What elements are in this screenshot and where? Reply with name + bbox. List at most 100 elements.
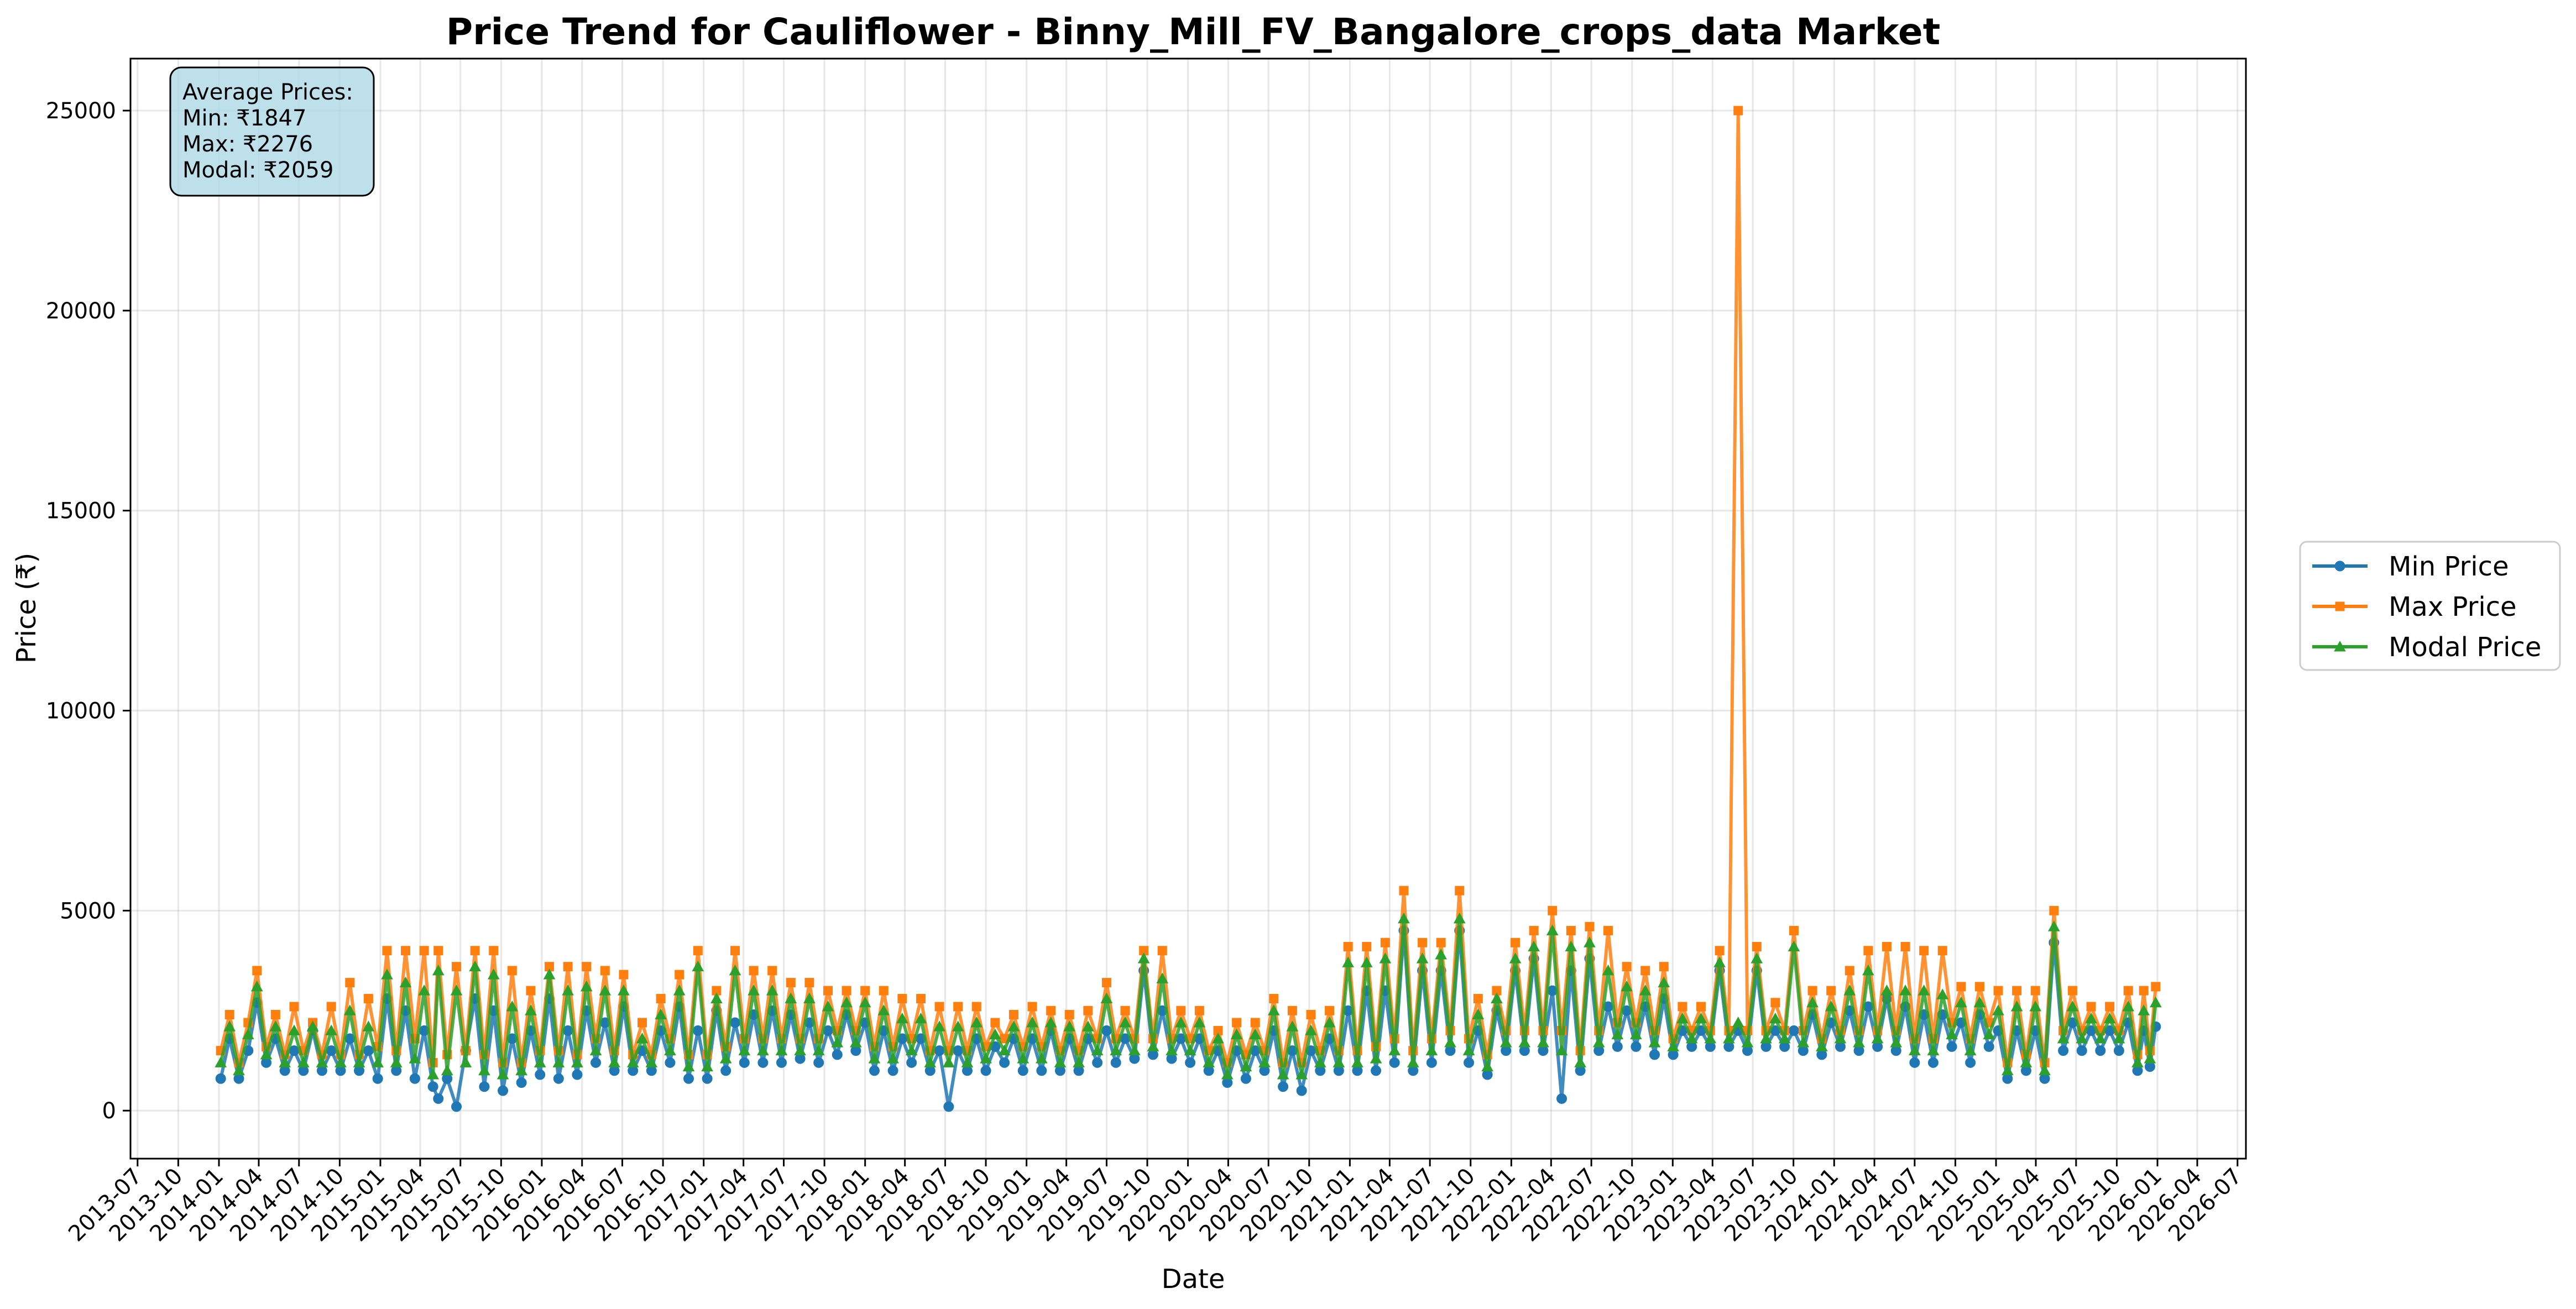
modal-price-point [1212, 1032, 1224, 1044]
min-price-point [832, 1049, 843, 1060]
max-price-point [1511, 938, 1520, 947]
max-price-point [1752, 941, 1762, 951]
max-price-point [1083, 1006, 1093, 1015]
min-price-point [887, 1065, 898, 1076]
legend-marker [2334, 561, 2345, 572]
x-axis-ticks: 2013-072013-102014-012014-042014-072014-… [64, 1159, 2247, 1247]
modal-price-point [1760, 1032, 1772, 1044]
modal-price-point [1574, 1056, 1586, 1067]
modal-price-point [692, 960, 704, 972]
min-price-point [1909, 1057, 1920, 1068]
max-price-point [1696, 1002, 1706, 1012]
max-price-point [1194, 1006, 1204, 1015]
max-price-point [1176, 1006, 1186, 1015]
y-tick-label: 5000 [60, 898, 116, 924]
modal-price-point [562, 985, 574, 996]
modal-price-point [418, 985, 430, 996]
min-price-point [1612, 1041, 1623, 1052]
modal-price-point [2094, 1032, 2107, 1044]
max-price-point [1362, 941, 1372, 951]
modal-price-point [409, 1053, 421, 1064]
min-price-point [1983, 1041, 1994, 1052]
modal-price-point [1026, 1016, 1038, 1028]
min-price-point [1556, 1093, 1567, 1104]
modal-price-point [2066, 1000, 2079, 1012]
modal-price-point [1091, 1044, 1104, 1056]
modal-price-point [673, 985, 686, 996]
modal-price-point [1073, 1056, 1085, 1067]
modal-price-point [998, 1044, 1011, 1056]
modal-price-point [1880, 985, 1893, 996]
modal-price-point [1100, 992, 1113, 1004]
max-price-point [270, 1009, 280, 1019]
min-price-point [702, 1073, 713, 1084]
min-price-point [2058, 1045, 2069, 1056]
modal-price-point [1174, 1016, 1187, 1028]
modal-price-point [2047, 920, 2060, 931]
max-price-point [860, 986, 870, 996]
modal-price-point [1555, 1044, 1568, 1056]
modal-price-point [1537, 1036, 1549, 1048]
y-axis-label: Price (₹) [11, 553, 42, 663]
modal-price-point [450, 985, 463, 996]
modal-price-point [636, 1032, 649, 1044]
max-price-point [2030, 986, 2040, 996]
modal-price-point [1667, 1040, 1679, 1051]
legend-label: Max Price [2389, 591, 2517, 622]
max-price-point [990, 1018, 1000, 1028]
max-price-point [600, 966, 610, 976]
modal-price-point [497, 1069, 509, 1080]
modal-price-point [915, 1012, 927, 1024]
max-price-point [1287, 1006, 1297, 1015]
min-price-point [953, 1045, 964, 1056]
modal-price-point [1166, 1044, 1178, 1056]
modal-price-point [260, 1048, 273, 1060]
modal-price-point [1007, 1020, 1020, 1032]
x-axis-label: Date [1162, 1264, 1225, 1295]
modal-price-point [1267, 1004, 1280, 1015]
legend-item: Max Price [2312, 591, 2517, 622]
modal-price-point [487, 968, 500, 980]
max-price-point [289, 1002, 299, 1012]
modal-price-point [1862, 964, 1874, 976]
modal-price-point [1156, 972, 1169, 983]
min-price-point [553, 1073, 564, 1084]
modal-price-point [1110, 1044, 1122, 1056]
modal-price-point [1491, 992, 1503, 1004]
modal-price-point [1695, 1012, 1707, 1024]
stats-line: Average Prices: [182, 80, 353, 105]
modal-price-point [1054, 1056, 1067, 1067]
max-price-point [823, 986, 833, 996]
min-price-point [2095, 1045, 2106, 1056]
modal-price-point [1351, 1056, 1363, 1067]
max-price-point [1733, 106, 1743, 116]
min-price-point [516, 1077, 527, 1088]
max-price-point [326, 1002, 336, 1012]
modal-price-point [719, 1053, 732, 1064]
max-price-point [2012, 986, 2022, 996]
min-price-point [1185, 1057, 1196, 1068]
modal-price-point [2131, 1056, 2144, 1067]
modal-price-point [961, 1056, 974, 1067]
legend-item: Modal Price [2312, 632, 2541, 663]
y-axis-ticks: 0 5000 10000 15000 20000 25000 [46, 98, 130, 1124]
modal-price-point [381, 968, 393, 980]
modal-price-point [850, 1036, 862, 1048]
modal-price-point [896, 1012, 908, 1024]
modal-price-point [2149, 996, 2162, 1008]
max-price-point [1566, 926, 1576, 936]
max-price-point [526, 986, 536, 996]
modal-price-point [785, 992, 797, 1004]
max-price-point [767, 966, 777, 976]
min-price-point [776, 1057, 787, 1068]
modal-price-point [840, 996, 853, 1008]
max-price-point [1715, 946, 1725, 956]
modal-price-point [1899, 985, 1911, 996]
max-price-point [433, 946, 443, 956]
min-price-point [683, 1073, 694, 1084]
modal-price-point [1909, 1044, 1921, 1056]
y-tick-label: 15000 [46, 499, 116, 524]
max-price-point [693, 946, 703, 956]
max-price-point [1306, 1009, 1316, 1019]
modal-price-point [362, 1020, 375, 1032]
